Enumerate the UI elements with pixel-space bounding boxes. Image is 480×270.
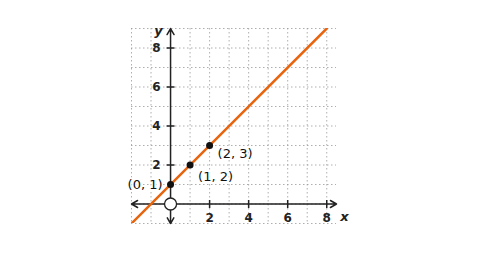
svg-text:8: 8	[323, 211, 331, 225]
svg-text:4: 4	[152, 119, 160, 133]
svg-text:4: 4	[244, 211, 252, 225]
svg-text:8: 8	[152, 41, 160, 55]
svg-text:(1, 2): (1, 2)	[198, 169, 233, 184]
svg-text:2: 2	[152, 158, 160, 172]
svg-text:(0, 1): (0, 1)	[128, 177, 163, 192]
svg-text:y: y	[154, 23, 163, 38]
svg-text:(2, 3): (2, 3)	[218, 146, 253, 161]
svg-text:6: 6	[284, 211, 292, 225]
svg-text:2: 2	[205, 211, 213, 225]
svg-text:6: 6	[152, 80, 160, 94]
svg-text:x: x	[339, 209, 349, 224]
